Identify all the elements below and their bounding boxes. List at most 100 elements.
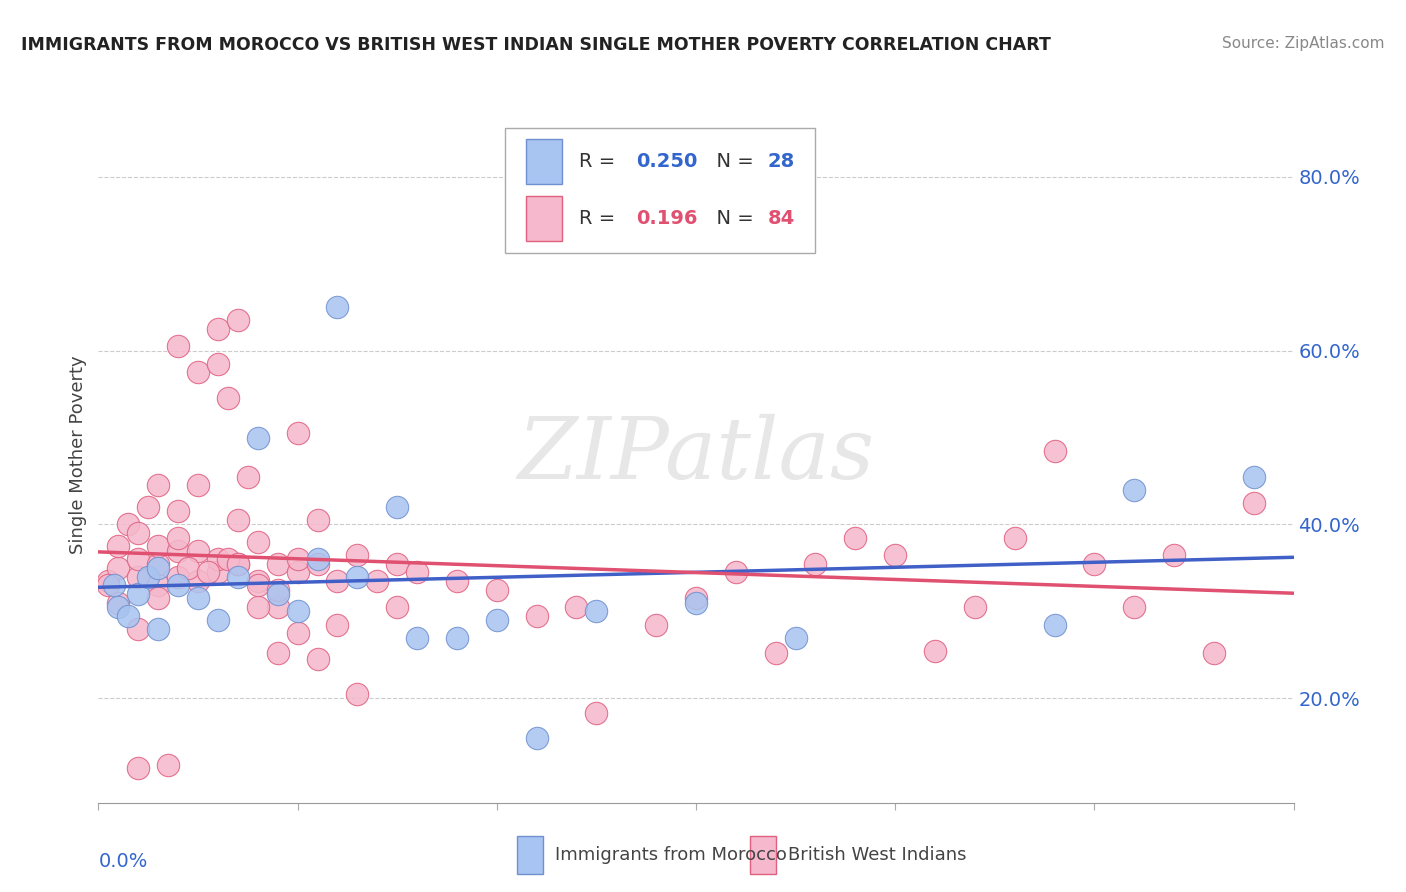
- Point: [565, 600, 588, 615]
- Point: [346, 569, 368, 583]
- Point: [148, 622, 170, 636]
- Text: N =: N =: [704, 152, 761, 170]
- Point: [148, 578, 170, 592]
- Point: [187, 574, 209, 588]
- Point: [446, 631, 468, 645]
- Point: [167, 569, 190, 583]
- Point: [217, 392, 239, 406]
- Point: [226, 569, 249, 583]
- Point: [267, 582, 290, 597]
- Point: [148, 539, 170, 553]
- Point: [844, 531, 866, 545]
- Point: [226, 513, 249, 527]
- Point: [246, 534, 269, 549]
- Point: [1123, 600, 1146, 615]
- Point: [187, 543, 209, 558]
- Point: [1243, 496, 1265, 510]
- Point: [207, 613, 229, 627]
- Point: [1083, 557, 1105, 571]
- Point: [406, 566, 429, 580]
- Point: [267, 587, 290, 601]
- Text: 0.250: 0.250: [637, 152, 697, 170]
- Text: R =: R =: [579, 209, 621, 227]
- Point: [287, 626, 309, 640]
- Point: [197, 566, 219, 580]
- Point: [136, 569, 159, 583]
- Point: [107, 600, 129, 615]
- Text: Source: ZipAtlas.com: Source: ZipAtlas.com: [1222, 36, 1385, 51]
- Point: [117, 608, 139, 623]
- Point: [107, 596, 129, 610]
- Point: [167, 578, 190, 592]
- Point: [385, 500, 409, 514]
- Text: ZIPatlas: ZIPatlas: [517, 414, 875, 496]
- Y-axis label: Single Mother Poverty: Single Mother Poverty: [69, 356, 87, 554]
- Point: [307, 552, 329, 566]
- Point: [148, 557, 170, 571]
- Point: [107, 561, 129, 575]
- Point: [187, 478, 209, 492]
- Point: [167, 339, 190, 353]
- Point: [685, 591, 707, 606]
- Point: [485, 613, 508, 627]
- FancyBboxPatch shape: [526, 195, 562, 241]
- Point: [148, 478, 170, 492]
- Point: [963, 600, 986, 615]
- Point: [207, 322, 229, 336]
- Point: [526, 731, 548, 745]
- Point: [267, 557, 290, 571]
- Point: [287, 566, 309, 580]
- Point: [103, 578, 125, 592]
- Point: [167, 504, 190, 518]
- Point: [1004, 531, 1026, 545]
- Point: [246, 578, 269, 592]
- Point: [526, 608, 548, 623]
- Point: [1202, 646, 1225, 660]
- Point: [217, 552, 239, 566]
- Point: [177, 561, 200, 575]
- Point: [446, 574, 468, 588]
- Point: [267, 646, 290, 660]
- Point: [326, 300, 349, 314]
- Point: [167, 531, 190, 545]
- Point: [246, 430, 269, 444]
- Text: 28: 28: [768, 152, 794, 170]
- Point: [307, 513, 329, 527]
- Text: N =: N =: [704, 209, 761, 227]
- Point: [267, 600, 290, 615]
- Point: [207, 566, 229, 580]
- Point: [97, 578, 120, 592]
- Point: [187, 591, 209, 606]
- Point: [148, 591, 170, 606]
- Text: 0.0%: 0.0%: [98, 852, 148, 871]
- Point: [236, 469, 259, 483]
- FancyBboxPatch shape: [505, 128, 815, 253]
- Point: [167, 543, 190, 558]
- Point: [226, 557, 249, 571]
- Point: [326, 617, 349, 632]
- Point: [307, 557, 329, 571]
- Point: [804, 557, 827, 571]
- Point: [287, 426, 309, 441]
- Point: [785, 631, 807, 645]
- Point: [1043, 617, 1066, 632]
- Point: [924, 643, 946, 657]
- Point: [724, 566, 747, 580]
- Point: [226, 313, 249, 327]
- Point: [127, 526, 149, 541]
- Point: [157, 757, 180, 772]
- Point: [585, 706, 607, 721]
- Text: R =: R =: [579, 152, 621, 170]
- Point: [1043, 443, 1066, 458]
- Text: 84: 84: [768, 209, 794, 227]
- Point: [97, 574, 120, 588]
- Point: [645, 617, 668, 632]
- Text: 0.196: 0.196: [637, 209, 697, 227]
- Point: [187, 365, 209, 379]
- Point: [246, 574, 269, 588]
- Point: [246, 600, 269, 615]
- Point: [1243, 469, 1265, 483]
- Point: [385, 600, 409, 615]
- Point: [346, 687, 368, 701]
- Point: [585, 605, 607, 619]
